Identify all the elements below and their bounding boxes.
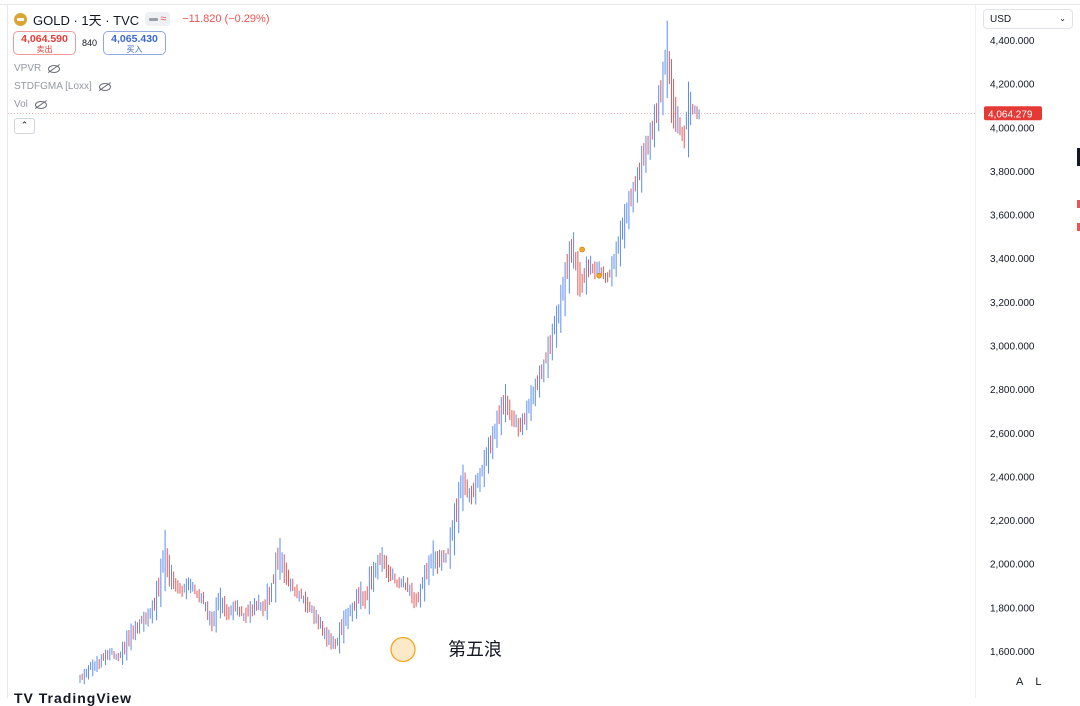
- y-tick-label: 3,600.000: [990, 211, 1035, 222]
- y-tick-label: 2,800.000: [990, 385, 1035, 396]
- y-tick-label: 3,000.000: [990, 342, 1035, 353]
- buy-label: 买入: [126, 45, 143, 54]
- y-tick-label: 2,600.000: [990, 429, 1035, 440]
- side-alert-marker: [1077, 223, 1080, 231]
- eye-hidden-icon[interactable]: [34, 100, 47, 109]
- side-alert-marker: [1077, 200, 1080, 208]
- sell-button[interactable]: 4,064.590 卖出: [13, 31, 76, 55]
- scale-buttons: A L: [1016, 676, 1041, 688]
- eye-hidden-icon[interactable]: [48, 64, 61, 73]
- session-pill[interactable]: ≈: [145, 12, 171, 26]
- price-axis-divider: [975, 5, 976, 698]
- y-tick-label: 4,400.000: [990, 36, 1035, 47]
- wave-annotation-circle: [390, 636, 416, 663]
- log-scale-button[interactable]: L: [1035, 676, 1042, 688]
- side-toolbar-marker: [1077, 148, 1080, 166]
- left-border: [7, 5, 8, 698]
- approx-icon: ≈: [160, 13, 167, 25]
- spread-value: 840: [82, 38, 98, 48]
- y-tick-label: 2,400.000: [990, 472, 1035, 483]
- equal-icon: [149, 17, 159, 21]
- y-tick-label: 3,800.000: [990, 167, 1035, 178]
- collapse-indicators-button[interactable]: ⌃: [14, 118, 35, 134]
- chevron-down-icon: ⌄: [1059, 14, 1066, 23]
- y-tick-label: 1,600.000: [990, 647, 1035, 658]
- price-change: −11.820 (−0.29%): [182, 13, 270, 25]
- buy-button[interactable]: 4,065.430 买入: [103, 31, 167, 55]
- tradingview-watermark: TV TradingView: [14, 690, 132, 706]
- symbol-header: GOLD · 1天 · TVC ≈ −11.820 (−0.29%): [14, 10, 269, 28]
- indicator-label: Vol: [14, 99, 28, 110]
- y-tick-label: 3,400.000: [990, 254, 1035, 265]
- currency-value: USD: [990, 14, 1012, 25]
- sell-price: 4,064.590: [21, 33, 68, 45]
- last-price-badge: [984, 106, 1042, 121]
- wave-annotation-label: 第五浪: [448, 639, 502, 660]
- symbol-title[interactable]: GOLD · 1天 · TVC: [33, 12, 140, 28]
- indicator-stdfgma[interactable]: STDFGMA [Loxx]: [14, 81, 111, 92]
- indicator-vpvr[interactable]: VPVR: [14, 63, 61, 74]
- event-marker: [579, 246, 585, 253]
- top-border: [0, 4, 1080, 5]
- y-tick-label: 1,800.000: [990, 603, 1035, 614]
- y-tick-label: 2,000.000: [990, 560, 1035, 571]
- y-tick-label: 2,200.000: [990, 516, 1035, 527]
- y-tick-label: 4,200.000: [990, 80, 1035, 91]
- indicator-label: VPVR: [14, 63, 42, 74]
- currency-select[interactable]: USD ⌄: [983, 9, 1073, 29]
- gold-logo-icon: [14, 12, 27, 26]
- eye-hidden-icon[interactable]: [98, 82, 111, 91]
- last-price-label: 4,064.279: [988, 109, 1033, 120]
- trade-row: 4,064.590 卖出 840 4,065.430 买入: [13, 31, 167, 55]
- y-tick-label: 4,000.000: [990, 123, 1035, 134]
- indicator-label: STDFGMA [Loxx]: [14, 81, 92, 92]
- buy-price: 4,065.430: [111, 33, 158, 45]
- auto-scale-button[interactable]: A: [1016, 676, 1024, 688]
- event-marker: [596, 272, 602, 279]
- indicator-vol[interactable]: Vol: [14, 99, 47, 110]
- sell-label: 卖出: [36, 45, 53, 54]
- y-tick-label: 3,200.000: [990, 298, 1035, 309]
